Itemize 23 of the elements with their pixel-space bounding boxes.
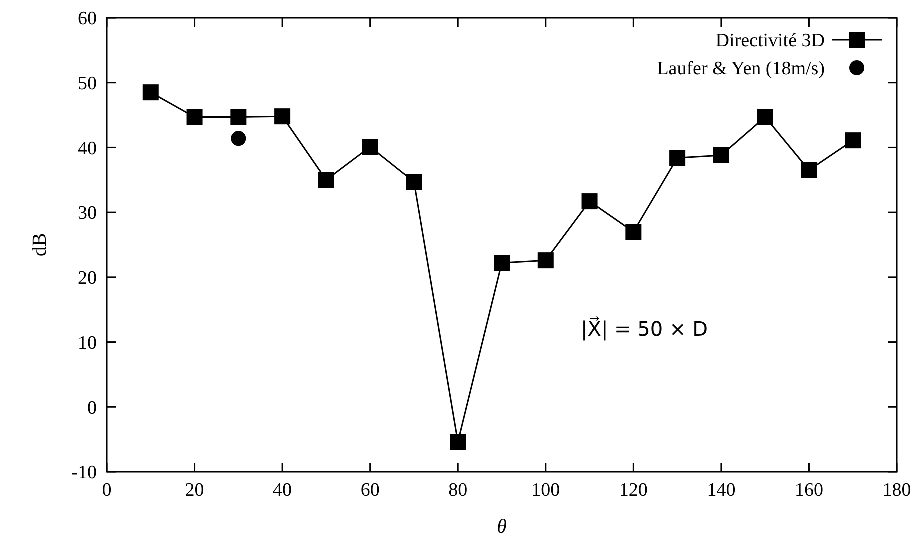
y-tick-label: 30	[78, 203, 97, 224]
y-tick-label: 40	[78, 138, 97, 160]
x-axis-title: θ	[497, 516, 508, 538]
x-tick-label: 60	[360, 480, 380, 501]
y-tick-label: -10	[72, 462, 97, 484]
x-tick-label: 160	[794, 480, 824, 501]
x-tick-label: 120	[619, 480, 648, 501]
x-tick-label: 100	[532, 480, 560, 501]
x-tick-label: 80	[448, 480, 468, 501]
x-tick-label: 20	[185, 480, 204, 501]
annotation: |X⃗| = 50 × D	[581, 316, 708, 341]
y-axis-title: dB	[29, 233, 51, 257]
x-tick-label: 180	[882, 480, 912, 501]
y-tick-label: 60	[78, 8, 97, 30]
legend-label: Directivité 3D	[716, 30, 825, 52]
y-tick-label: 10	[78, 332, 97, 354]
x-tick-label: 40	[273, 480, 292, 501]
y-tick-label: 0	[88, 398, 97, 419]
x-tick-label: 0	[102, 480, 112, 501]
y-tick-label: 50	[78, 74, 97, 95]
x-tick-label: 140	[707, 480, 736, 501]
y-tick-label: 20	[78, 268, 97, 290]
legend-label: Laufer & Yen (18m/s)	[657, 58, 825, 80]
